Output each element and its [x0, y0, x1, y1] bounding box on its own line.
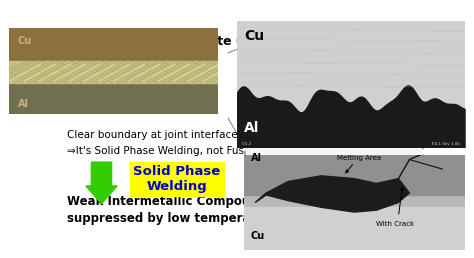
Text: Al: Al — [251, 154, 262, 164]
Text: Cu: Cu — [251, 231, 265, 241]
Polygon shape — [255, 176, 410, 212]
Text: Solid Phase
Welding: Solid Phase Welding — [133, 165, 220, 193]
Text: Al: Al — [244, 121, 259, 135]
Bar — [9, 61, 218, 83]
Bar — [244, 155, 465, 195]
Text: 0.1.2: 0.1.2 — [242, 142, 252, 146]
Text: Cu: Cu — [244, 29, 264, 43]
Text: ⇒It's Solid Phase Welding, not Fusion Bonding: ⇒It's Solid Phase Welding, not Fusion Bo… — [66, 146, 306, 156]
Text: Melting Area: Melting Area — [337, 155, 381, 160]
Text: Cu Foil 10μm × Al Plate 0.1mm Welding: Cu Foil 10μm × Al Plate 0.1mm Welding — [66, 35, 345, 48]
Text: Clear boundary at joint interface: Clear boundary at joint interface — [66, 130, 237, 140]
FancyArrow shape — [86, 162, 117, 204]
Text: Cu: Cu — [18, 36, 32, 46]
Text: With Crack: With Crack — [376, 221, 414, 227]
Bar — [9, 28, 218, 64]
Text: E0.1 5kv 1.0k: E0.1 5kv 1.0k — [432, 142, 460, 146]
Text: Electronic Microscope Image: Electronic Microscope Image — [243, 35, 422, 45]
Text: Weak Intermetallic Compounds are: Weak Intermetallic Compounds are — [66, 195, 300, 208]
Text: Bad Result: Bad Result — [308, 137, 360, 147]
Text: suppressed by low temperature welding.: suppressed by low temperature welding. — [66, 212, 338, 225]
Bar — [244, 207, 465, 250]
FancyBboxPatch shape — [245, 134, 423, 228]
Bar — [9, 81, 218, 114]
Text: Al: Al — [18, 99, 29, 109]
